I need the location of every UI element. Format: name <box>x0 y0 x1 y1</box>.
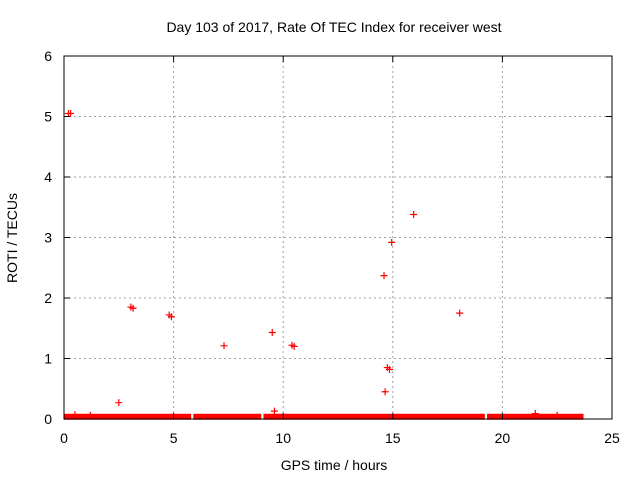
data-point <box>67 109 75 117</box>
data-point <box>388 238 396 246</box>
data-point <box>456 309 464 317</box>
y-tick-label: 3 <box>44 230 52 246</box>
data-point <box>71 411 79 419</box>
x-axis-tick-labels: 0 5 10 15 20 25 <box>60 430 620 446</box>
y-tick-label: 5 <box>44 109 52 125</box>
data-point <box>129 304 137 312</box>
data-point <box>531 410 539 418</box>
x-tick-label: 10 <box>275 430 291 446</box>
y-tick-label: 6 <box>44 48 52 64</box>
y-axis-tick-labels: 0 1 2 3 4 5 6 <box>44 48 52 427</box>
data-point <box>290 342 298 350</box>
x-tick-label: 0 <box>60 430 68 446</box>
chart-title: Day 103 of 2017, Rate Of TEC Index for r… <box>166 19 501 35</box>
x-tick-label: 25 <box>604 430 620 446</box>
data-point <box>386 365 394 373</box>
grid-lines <box>64 56 612 419</box>
data-point <box>86 411 94 419</box>
data-point <box>167 313 175 321</box>
y-tick-label: 4 <box>44 169 52 185</box>
data-points <box>64 109 561 419</box>
axis-ticks <box>63 55 613 420</box>
x-tick-label: 15 <box>385 430 401 446</box>
data-point <box>220 342 228 350</box>
data-point <box>115 399 123 407</box>
data-point <box>410 211 418 219</box>
data-point <box>381 388 389 396</box>
x-axis-label: GPS time / hours <box>281 457 388 473</box>
y-tick-label: 1 <box>44 351 52 367</box>
y-tick-label: 2 <box>44 290 52 306</box>
x-tick-label: 5 <box>170 430 178 446</box>
data-point <box>268 328 276 336</box>
y-tick-label: 0 <box>44 411 52 427</box>
data-point <box>270 407 278 415</box>
y-axis-label: ROTI / TECUs <box>4 193 20 283</box>
x-tick-label: 20 <box>495 430 511 446</box>
data-point <box>553 411 561 419</box>
data-point <box>380 272 388 280</box>
